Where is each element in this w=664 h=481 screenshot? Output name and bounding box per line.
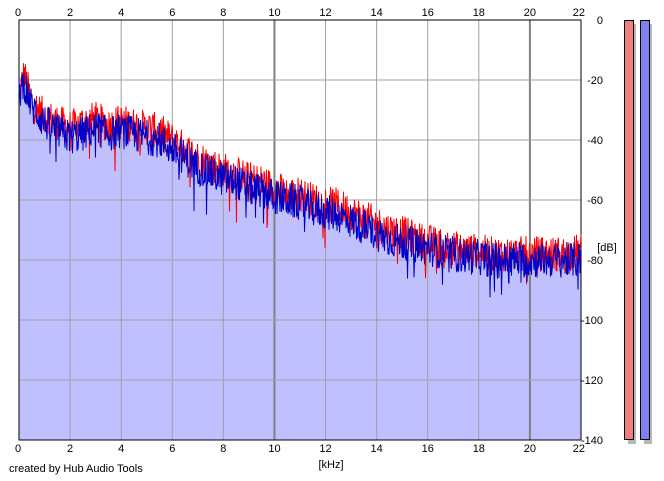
- x-tick-label-bottom: 22: [573, 443, 585, 455]
- tick-labels: 002244668810101212141416161818202022220-…: [15, 7, 603, 455]
- x-tick-label-top: 6: [169, 7, 175, 19]
- level-meter-left: [624, 20, 634, 440]
- x-tick-label-top: 20: [524, 7, 536, 19]
- plot-frame: [18, 19, 582, 441]
- x-tick-label-top: 22: [573, 7, 585, 19]
- x-tick-label-bottom: 6: [169, 443, 175, 455]
- level-meter-right: [640, 20, 650, 440]
- x-tick-label-bottom: 2: [67, 443, 73, 455]
- x-tick-label-bottom: 10: [268, 443, 280, 455]
- grid: [18, 19, 582, 441]
- spectrum-fill: [19, 63, 581, 440]
- y-tick-label: -120: [581, 375, 603, 387]
- x-tick-label-top: 0: [15, 7, 21, 19]
- series-lines: [18, 63, 582, 298]
- y-tick-label: -60: [587, 195, 603, 207]
- credit-text: created by Hub Audio Tools: [9, 463, 143, 475]
- x-tick-label-top: 2: [67, 7, 73, 19]
- x-tick-label-bottom: 12: [319, 443, 331, 455]
- x-tick-label-top: 12: [319, 7, 331, 19]
- x-tick-label-top: 8: [220, 7, 226, 19]
- series-line-blue: [18, 72, 581, 298]
- x-tick-label-top: 10: [268, 7, 280, 19]
- x-tick-label-bottom: 8: [220, 443, 226, 455]
- x-tick-label-top: 18: [473, 7, 485, 19]
- y-tick-label: -20: [587, 75, 603, 87]
- x-tick-label-bottom: 0: [15, 443, 21, 455]
- x-tick-label-bottom: 4: [118, 443, 124, 455]
- plot-area: [19, 20, 581, 440]
- x-tick-label-bottom: 16: [422, 443, 434, 455]
- x-tick-label-bottom: 18: [473, 443, 485, 455]
- y-tick-label: -100: [581, 315, 603, 327]
- x-tick-label-top: 16: [422, 7, 434, 19]
- y-tick-label: -40: [587, 135, 603, 147]
- x-axis-label: [kHz]: [318, 459, 343, 471]
- y-axis-label: [dB]: [597, 242, 617, 254]
- x-tick-label-bottom: 20: [524, 443, 536, 455]
- x-tick-label-bottom: 14: [371, 443, 383, 455]
- x-tick-label-top: 4: [118, 7, 124, 19]
- y-tick-label: -80: [587, 255, 603, 267]
- x-tick-label-top: 14: [371, 7, 383, 19]
- y-tick-label: -140: [581, 435, 603, 447]
- y-tick-label: 0: [597, 15, 603, 27]
